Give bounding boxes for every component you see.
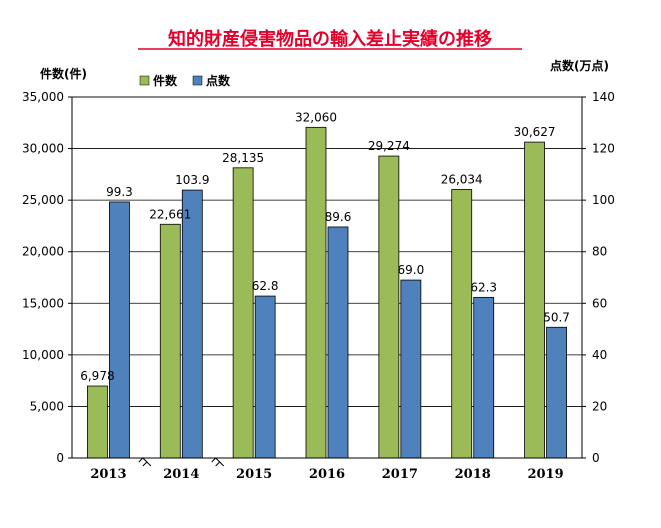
- right-tick-label: 120: [592, 142, 615, 156]
- data-label-count: 30,627: [514, 125, 556, 139]
- bar-points: [400, 279, 422, 459]
- category-label: 2017: [382, 467, 418, 482]
- bar-count: [87, 385, 108, 459]
- axis-breaks: [138, 457, 225, 467]
- bar-count: [378, 155, 400, 459]
- left-tick-label: 5,000: [30, 399, 64, 413]
- data-label-count: 32,060: [295, 110, 337, 124]
- legend-label-count: 件数: [153, 73, 178, 88]
- bar-count: [159, 223, 181, 459]
- bar-points: [327, 226, 349, 459]
- right-tick-label: 100: [592, 193, 615, 207]
- right-axis-label: 点数(万点): [550, 58, 609, 73]
- data-label-points: 69.0: [397, 263, 424, 277]
- category-label: 2019: [527, 467, 563, 482]
- bar-count: [232, 167, 254, 459]
- left-tick-label: 25,000: [22, 193, 64, 207]
- category-label: 2018: [455, 467, 491, 482]
- axis-break-mark: [138, 457, 148, 463]
- data-label-points: 62.3: [470, 280, 497, 294]
- bar-points: [109, 201, 130, 459]
- category-labels: 2013 2014 2015 2016 2017 2018 2019: [90, 467, 563, 482]
- data-label-count: 6,978: [80, 369, 114, 383]
- left-tick-label: 20,000: [22, 245, 64, 259]
- right-tick-label: 0: [592, 451, 600, 465]
- left-tick-label: 0: [56, 451, 64, 465]
- data-label-count: 22,661: [149, 207, 191, 221]
- data-label-points: 99.3: [106, 185, 133, 199]
- bar-points: [546, 326, 567, 459]
- category-label: 2013: [90, 467, 126, 482]
- bar-count: [524, 141, 545, 459]
- data-label-count: 29,274: [368, 139, 410, 153]
- tick-labels: 0 0 5,000 20 10,000 40 15,000 60 20,000 80 25,000 1…: [22, 90, 615, 465]
- chart-title: 知的財産侵害物品の輸入差止実績の推移: [168, 28, 492, 50]
- right-tick-label: 40: [592, 348, 607, 362]
- category-label: 2014: [163, 467, 199, 482]
- bar-count: [305, 126, 327, 459]
- data-label-points: 50.7: [543, 310, 570, 324]
- left-tick-label: 35,000: [22, 90, 64, 104]
- data-label-count: 26,034: [441, 172, 483, 186]
- bar-count: [451, 189, 473, 459]
- data-label-count: 28,135: [222, 151, 264, 165]
- data-labels: 6,978 99.3 22,661 103.9 28,135 62.8 32,060 89.6…: [80, 110, 570, 383]
- category-label: 2015: [236, 467, 272, 482]
- axes: [71, 96, 583, 459]
- legend-swatch-count: [139, 75, 150, 86]
- left-axis-label: 件数(件): [40, 66, 87, 81]
- left-tick-label: 10,000: [22, 348, 64, 362]
- left-tick-label: 15,000: [22, 296, 64, 310]
- legend-label-points: 点数: [206, 73, 231, 88]
- axis-break-mark: [215, 461, 225, 467]
- axis-break-mark: [211, 457, 221, 463]
- data-label-points: 103.9: [175, 173, 209, 187]
- left-tick-label: 30,000: [22, 142, 64, 156]
- right-tick-label: 80: [592, 245, 607, 259]
- bar-points: [181, 189, 203, 459]
- gridlines: [68, 96, 586, 459]
- data-label-points: 62.8: [252, 279, 279, 293]
- right-tick-label: 60: [592, 296, 607, 310]
- right-tick-label: 140: [592, 90, 615, 104]
- data-label-points: 89.6: [325, 210, 352, 224]
- legend-swatch-points: [192, 75, 203, 86]
- right-tick-label: 20: [592, 399, 607, 413]
- legend: 件数 点数: [139, 73, 231, 88]
- category-label: 2016: [309, 467, 345, 482]
- axis-break-mark: [142, 461, 152, 467]
- bar-points: [473, 296, 495, 459]
- bar-points: [254, 295, 276, 459]
